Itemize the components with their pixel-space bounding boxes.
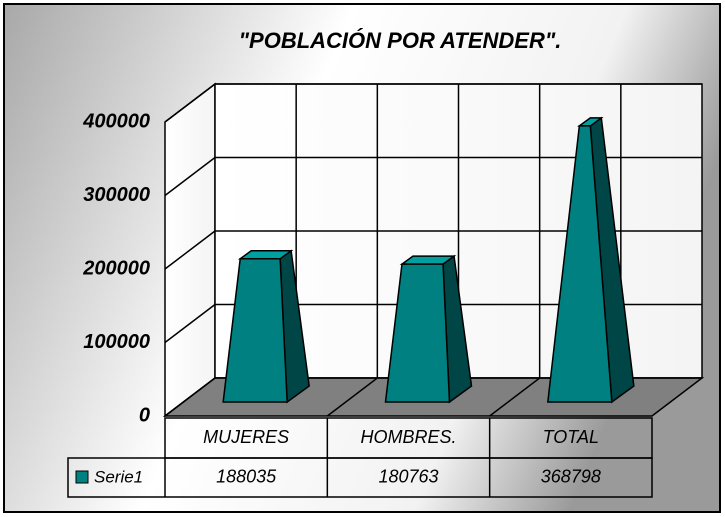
- grid-line: [164, 156, 216, 197]
- y-tick-label: 200000: [82, 257, 150, 279]
- x-tick-label: TOTAL: [543, 427, 599, 447]
- pyramid-front: [222, 258, 288, 403]
- pyramid: [384, 254, 473, 404]
- x-tick-label: MUJERES: [203, 427, 289, 447]
- chart-title: "POBLACIÓN POR ATENDER".: [239, 28, 562, 53]
- table-cell: [67, 457, 653, 498]
- legend-label: Serie1: [94, 467, 143, 486]
- grid-line: [164, 377, 216, 417]
- legend-swatch: [75, 470, 89, 484]
- grid-line: [164, 303, 216, 344]
- grid-line: [164, 230, 216, 270]
- floor-line: [326, 377, 378, 417]
- y-tick-label: 100000: [83, 331, 150, 353]
- grid-line: [164, 83, 216, 123]
- x-tick-label: HOMBRES.: [360, 427, 456, 447]
- data-label: 180763: [378, 466, 438, 486]
- pyramid: [546, 116, 635, 404]
- floor-line: [489, 377, 541, 417]
- pyramid: [222, 249, 310, 404]
- y-tick-label: 0: [139, 404, 150, 426]
- y-tick-label: 300000: [83, 184, 150, 206]
- data-label: 188035: [216, 466, 277, 486]
- data-label: 368798: [541, 466, 601, 486]
- y-tick-label: 400000: [82, 110, 150, 132]
- pyramid-front: [546, 125, 613, 403]
- pyramid-front: [384, 263, 451, 403]
